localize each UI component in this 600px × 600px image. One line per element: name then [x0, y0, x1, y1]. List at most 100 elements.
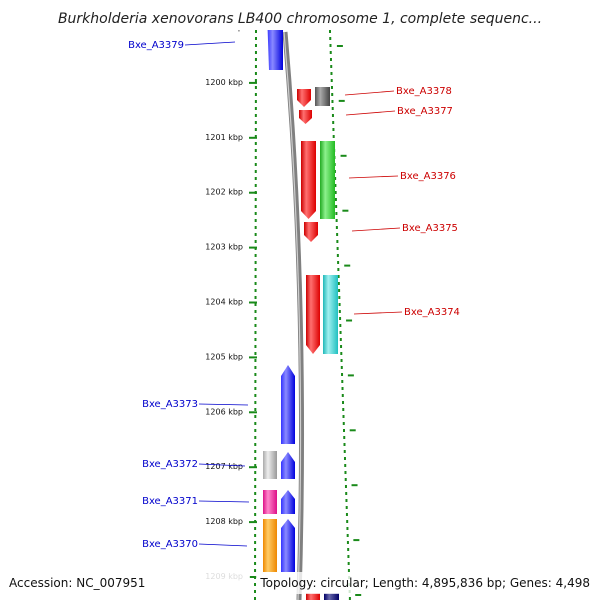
lane-dot: [254, 163, 257, 166]
lane-dot: [332, 135, 335, 138]
tick-mark-right: [355, 594, 362, 596]
lane-dot: [255, 30, 257, 33]
lane-dot: [342, 422, 345, 425]
leader-line: [344, 90, 395, 96]
topology-text: Topology: circular; Length: 4,895,836 bp…: [259, 576, 590, 590]
lane-dot: [254, 72, 257, 75]
lane-dot: [254, 436, 257, 439]
lane-dot: [336, 233, 339, 236]
lane-dot: [254, 499, 257, 502]
lane-dot: [254, 65, 257, 68]
lane-dot: [254, 317, 257, 320]
lane-dot: [254, 548, 257, 551]
lane-dot: [254, 254, 257, 257]
lane-dot: [336, 254, 339, 257]
chromosome-backbone: [282, 31, 305, 600]
lane-dot: [339, 324, 342, 327]
gene-label-reverse[interactable]: Bxe_A3370: [142, 539, 198, 550]
lane-dot: [254, 86, 257, 89]
lane-dot: [254, 401, 257, 404]
lane-dot: [348, 597, 351, 600]
lane-dot: [332, 121, 335, 124]
gene-label-reverse[interactable]: Bxe_A3372: [142, 459, 198, 470]
lane-dot: [346, 534, 349, 537]
gene-label-reverse[interactable]: Bxe_A3379: [128, 40, 184, 51]
lane-dot: [335, 205, 338, 208]
gene-feature-bxe-a3378-grey[interactable]: [315, 87, 330, 106]
lane-dot: [330, 72, 333, 75]
tick-mark-right: [336, 45, 343, 47]
lane-dot: [329, 51, 332, 54]
gene-label-forward[interactable]: Bxe_A3377: [397, 106, 453, 117]
gene-label-reverse[interactable]: Bxe_A3371: [142, 496, 198, 507]
lane-dot: [339, 331, 342, 334]
lane-dot: [254, 142, 257, 145]
tick-mark-right: [351, 484, 358, 487]
gene-label-forward[interactable]: Bxe_A3374: [404, 307, 460, 318]
gene-feature-bxe-a3371[interactable]: [263, 490, 277, 514]
leader-line: [198, 500, 250, 503]
tick-mark: [249, 301, 257, 304]
tick-mark: [249, 521, 257, 524]
lane-dot: [254, 555, 257, 558]
lane-dot: [340, 352, 343, 355]
lane-dot: [254, 562, 257, 565]
gene-feature-bxe-a3372[interactable]: [263, 451, 277, 479]
gene-label-reverse[interactable]: Bxe_A3373: [142, 399, 198, 410]
tick-label: 1204 kbp: [205, 298, 243, 307]
lane-dot: [254, 492, 257, 495]
lane-dot: [254, 408, 257, 411]
tick-label: 1205 kbp: [205, 352, 243, 361]
lane-dot: [339, 338, 342, 341]
lane-dot: [345, 492, 348, 495]
lane-dot: [335, 212, 338, 215]
gene-feature-bxe-a3372-partner[interactable]: [281, 452, 295, 479]
gene-label-forward[interactable]: Bxe_A3378: [396, 86, 452, 97]
lane-dot: [254, 366, 257, 369]
gene-feature-bxe-a3376-red[interactable]: [301, 141, 316, 219]
lane-dot: [254, 282, 257, 285]
leader-line: [198, 543, 248, 547]
lane-dot: [254, 485, 257, 488]
gene-feature-bxe-a3370-partner[interactable]: [281, 519, 295, 572]
lane-dot: [254, 205, 257, 208]
tick-label: 1200 kbp: [205, 78, 243, 87]
lane-dot: [338, 289, 341, 292]
lane-dot: [254, 261, 257, 264]
lane-dot: [337, 282, 340, 285]
lane-dot: [346, 541, 349, 544]
gene-feature-bxe-a3373[interactable]: [281, 365, 295, 444]
lane-dot: [347, 555, 350, 558]
gene-feature-bxe-a3378[interactable]: [297, 89, 311, 107]
gene-feature-bxe-a3371-partner[interactable]: [281, 490, 295, 514]
lane-dot: [254, 380, 257, 383]
gene-feature-bottom-red[interactable]: [306, 593, 320, 600]
lane-dot: [334, 184, 337, 187]
lane-dot: [254, 177, 257, 180]
lane-dot: [342, 415, 345, 418]
gene-feature-bxe-a3376[interactable]: [320, 141, 335, 219]
gene-feature-bxe-a3374[interactable]: [323, 275, 338, 354]
lane-dot: [254, 128, 257, 131]
lane-dot: [254, 149, 257, 152]
lane-dot: [254, 590, 257, 593]
gene-label-forward[interactable]: Bxe_A3376: [400, 171, 456, 182]
lane-dot: [341, 387, 344, 390]
lane-dot: [254, 443, 257, 446]
leader-line: [345, 110, 396, 116]
gene-feature-bxe-a3375[interactable]: [304, 222, 318, 242]
gene-feature-bxe-a3374-red[interactable]: [306, 275, 320, 354]
lane-dot: [254, 534, 257, 537]
lane-dot: [345, 499, 348, 502]
gene-feature-bottom-navy[interactable]: [324, 593, 339, 600]
lane-dot: [254, 324, 257, 327]
tick-mark-right: [344, 264, 351, 267]
lane-dot: [254, 37, 257, 40]
gene-feature-bxe-a3370[interactable]: [263, 519, 277, 572]
gene-label-forward[interactable]: Bxe_A3375: [402, 223, 458, 234]
gene-feature-bxe-a3377[interactable]: [299, 110, 312, 124]
tick-label: 1206 kbp: [205, 407, 243, 416]
lane-dot: [329, 44, 332, 47]
lane-dot: [254, 107, 257, 110]
